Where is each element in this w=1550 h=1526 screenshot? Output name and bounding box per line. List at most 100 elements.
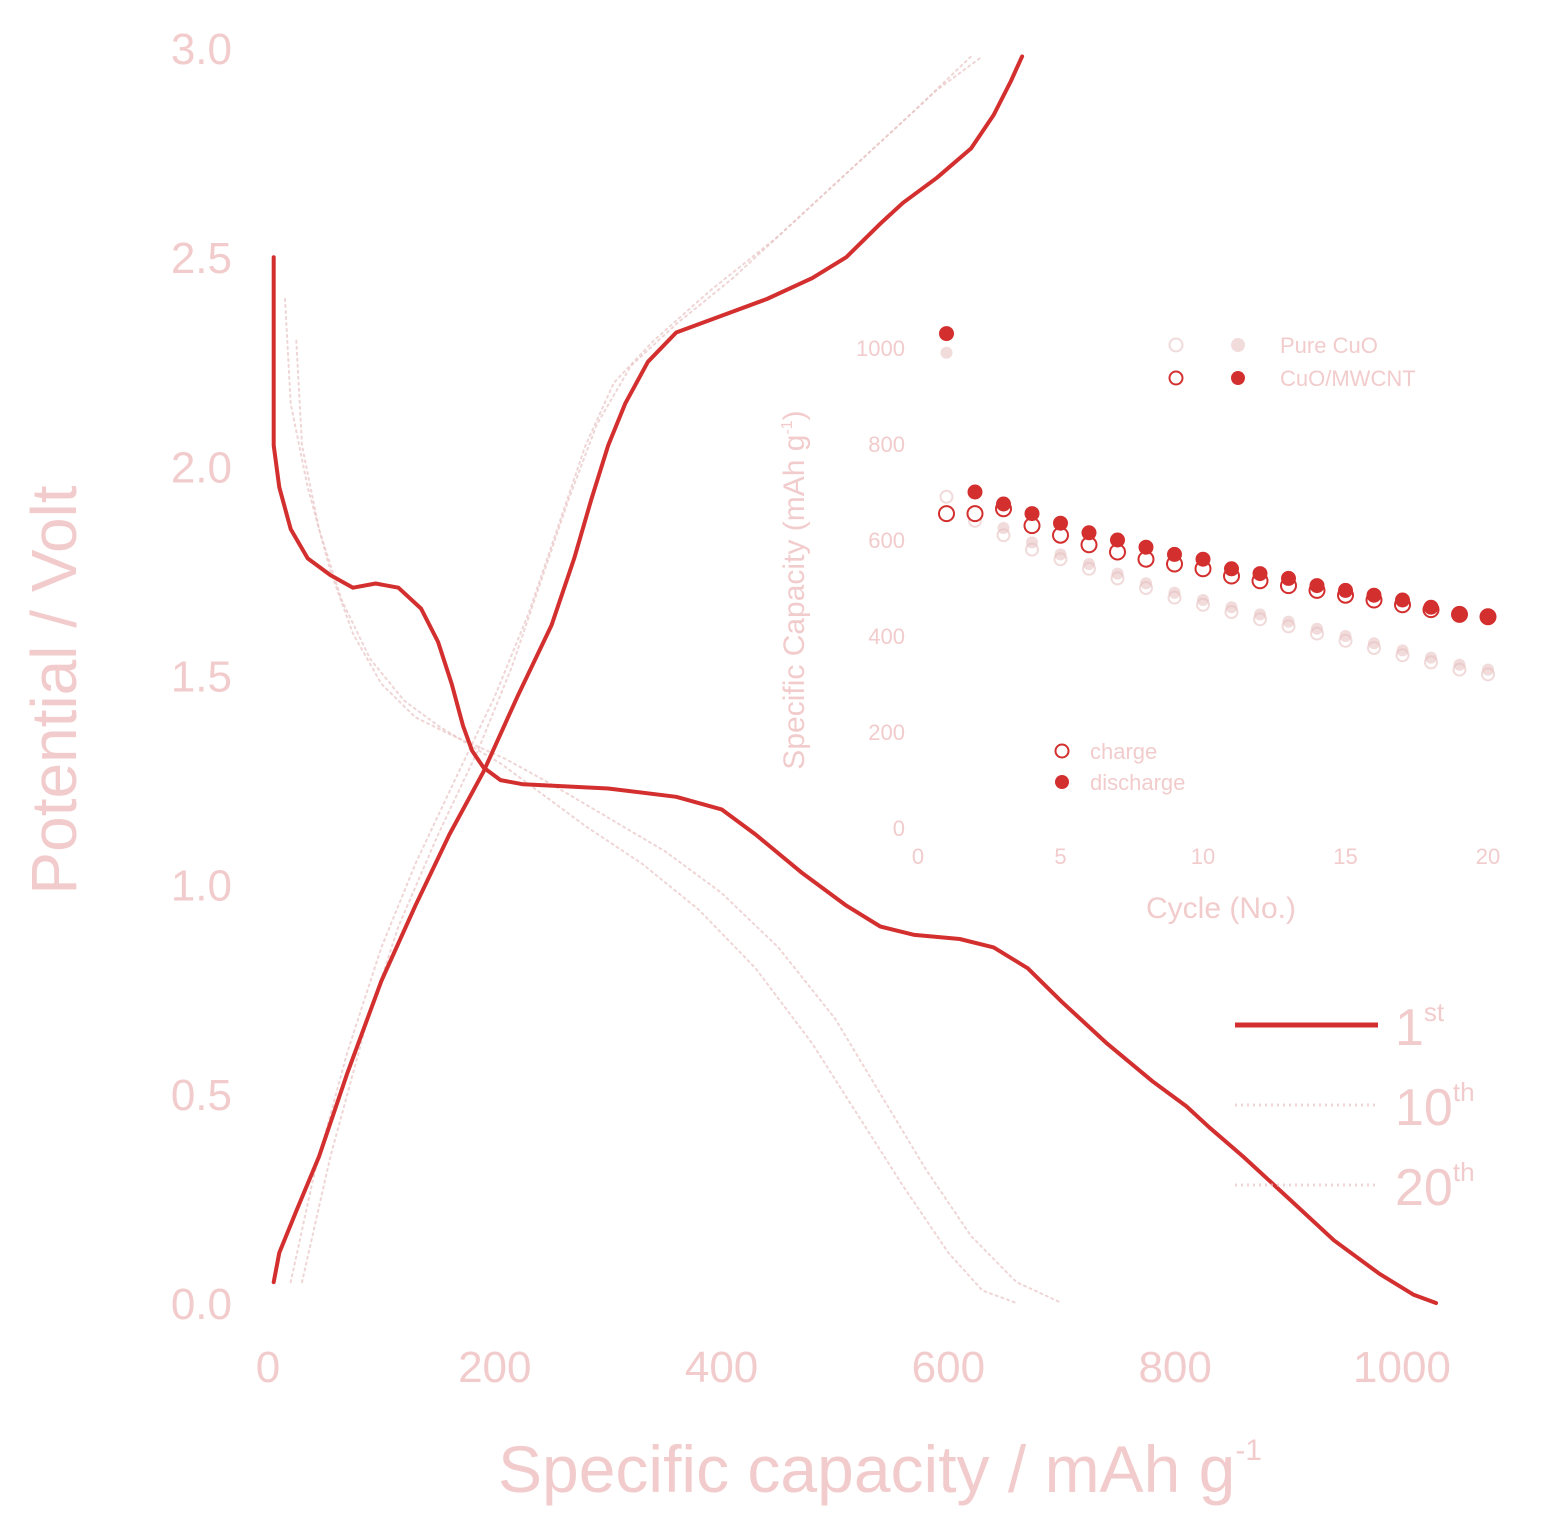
x-tick-label-0: 0 [256, 1343, 280, 1392]
series-20th-charge-line [301, 55, 984, 1284]
point-pure-cuo-discharge-14 [1339, 630, 1352, 642]
y-tick-label-2: 1.0 [171, 862, 232, 911]
y-tick-label-3: 1.5 [171, 653, 232, 702]
point-pure-cuo-discharge-9 [1197, 594, 1209, 606]
series-20th-discharge-line [295, 339, 1018, 1304]
series-1st-charge-line [271, 54, 1025, 1285]
main-y-axis-label: Potential / Volt [18, 485, 90, 894]
main-plot: 0.00.51.01.52.02.53.0 0 200 400 600 800 1000 … [18, 25, 1475, 1506]
y-tick-label-0: 0.0 [171, 1280, 232, 1329]
point-pure-cuo-discharge-6 [1111, 567, 1124, 580]
inset-y-axis-label: Specific Capacity (mAh g-1) [778, 410, 811, 769]
main-y-tick-labels: 0.0 0.5 1.0 1.5 2.0 2.5 3.0 [171, 25, 232, 1329]
legend-label-2: 20th [1395, 1157, 1475, 1217]
point-pure-cuo-discharge-15 [1368, 637, 1380, 650]
point-cuo-mwcnt-charge-1 [966, 505, 984, 523]
inset-x-tick-label-1: 5 [1054, 844, 1066, 869]
inset-legend-material: Pure CuO CuO/MWCNT [1168, 333, 1416, 391]
point-pure-cuo-discharge-16 [1396, 644, 1409, 657]
inset-legend-label-0: Pure CuO [1280, 333, 1378, 358]
inset-y-tick-label-3: 600 [868, 528, 905, 553]
inset-legend-charge-marker [1054, 743, 1070, 759]
y-tick-label-6: 3.0 [171, 25, 232, 74]
inset-x-tick-label-4: 20 [1476, 844, 1500, 869]
point-pure-cuo-discharge-12 [1282, 615, 1295, 628]
point-cuo-mwcnt-discharge-9 [1195, 551, 1211, 567]
point-pure-cuo-discharge-3 [1026, 536, 1038, 549]
point-pure-cuo-discharge-19 [1482, 663, 1494, 676]
point-pure-cuo-discharge-0 [940, 346, 953, 359]
legend-label-0: 1st [1395, 997, 1445, 1057]
point-cuo-mwcnt-discharge-10 [1224, 561, 1239, 577]
inset-legend-filled-marker-1 [1231, 371, 1245, 385]
point-cuo-mwcnt-discharge-11 [1252, 566, 1268, 582]
inset-legend-label-1: CuO/MWCNT [1280, 366, 1416, 391]
point-cuo-mwcnt-discharge-15 [1366, 587, 1382, 603]
point-cuo-mwcnt-discharge-1 [967, 484, 983, 500]
series-1st-discharge-line [271, 255, 1438, 1305]
inset-x-tick-labels: 0 5 10 15 20 [912, 844, 1500, 869]
point-cuo-mwcnt-discharge-16 [1395, 592, 1410, 608]
point-cuo-mwcnt-discharge-13 [1309, 578, 1325, 594]
main-legend: 1st 10th 20th [1235, 997, 1475, 1217]
inset-y-tick-label-4: 800 [868, 432, 905, 457]
point-cuo-mwcnt-discharge-3 [1024, 506, 1040, 522]
point-pure-cuo-discharge-7 [1140, 577, 1152, 590]
point-pure-cuo-discharge-13 [1311, 622, 1323, 635]
point-cuo-mwcnt-discharge-4 [1053, 515, 1068, 531]
point-pure-cuo-discharge-8 [1168, 586, 1181, 599]
point-cuo-mwcnt-discharge-6 [1110, 532, 1125, 548]
point-cuo-mwcnt-discharge-8 [1167, 546, 1182, 562]
point-pure-cuo-discharge-17 [1425, 651, 1437, 664]
inset-x-tick-label-3: 15 [1333, 844, 1357, 869]
point-cuo-mwcnt-discharge-2 [996, 496, 1011, 512]
point-cuo-mwcnt-discharge-0 [939, 326, 954, 342]
inset-y-tick-label-5: 1000 [856, 336, 905, 361]
y-tick-label-4: 2.0 [171, 443, 232, 492]
main-x-axis-label: Specific capacity / mAh g-1 [498, 1432, 1262, 1506]
inset-y-tick-labels: 0 200 400 600 800 1000 [856, 336, 905, 841]
legend-label-1: 10th [1395, 1077, 1475, 1137]
main-x-tick-labels: 0 200 400 600 800 1000 [256, 1343, 1451, 1392]
inset-x-tick-label-0: 0 [912, 844, 924, 869]
point-cuo-mwcnt-discharge-18 [1452, 606, 1467, 622]
point-cuo-mwcnt-discharge-19 [1480, 609, 1496, 625]
inset-legend-open-marker-1 [1168, 370, 1184, 386]
point-pure-cuo-discharge-18 [1453, 658, 1466, 671]
y-tick-label-5: 2.5 [171, 234, 232, 283]
inset-series-group [938, 326, 1497, 682]
point-cuo-mwcnt-charge-0 [938, 505, 955, 523]
inset-legend-discharge-marker [1055, 775, 1069, 789]
inset-legend-open-marker-0 [1168, 337, 1184, 353]
inset-x-tick-label-2: 10 [1191, 844, 1215, 869]
main-series-group [271, 54, 1438, 1305]
point-cuo-mwcnt-discharge-5 [1081, 525, 1097, 541]
inset-legend-type-label-1: discharge [1090, 770, 1185, 795]
point-pure-cuo-charge-0 [939, 489, 954, 504]
y-tick-label-1: 0.5 [171, 1071, 232, 1120]
inset-legend-type: charge discharge [1054, 739, 1185, 795]
inset-legend-type-label-0: charge [1090, 739, 1157, 764]
inset-x-axis-label: Cycle (No.) [1146, 892, 1296, 925]
inset-y-tick-label-1: 200 [868, 720, 905, 745]
point-pure-cuo-discharge-10 [1225, 601, 1238, 614]
point-cuo-mwcnt-discharge-17 [1423, 599, 1439, 615]
point-cuo-mwcnt-discharge-7 [1138, 539, 1154, 555]
point-pure-cuo-discharge-4 [1054, 548, 1067, 561]
x-tick-label-4: 800 [1138, 1343, 1211, 1392]
x-tick-label-3: 600 [912, 1343, 985, 1392]
point-pure-cuo-discharge-5 [1083, 558, 1095, 570]
point-pure-cuo-discharge-2 [997, 522, 1010, 534]
x-tick-label-5: 1000 [1353, 1343, 1451, 1392]
inset-legend-filled-marker-0 [1231, 338, 1245, 352]
point-cuo-mwcnt-discharge-14 [1338, 582, 1353, 598]
x-tick-label-1: 200 [458, 1343, 531, 1392]
point-cuo-mwcnt-discharge-12 [1281, 570, 1296, 586]
point-pure-cuo-discharge-11 [1254, 608, 1266, 621]
inset-plot: 0 200 400 600 800 1000 0 5 10 15 20 Specific Capa… [778, 326, 1500, 925]
series-10th-charge-line [289, 55, 973, 1284]
inset-y-tick-label-0: 0 [893, 816, 905, 841]
inset-y-tick-label-2: 400 [868, 624, 905, 649]
x-tick-label-2: 400 [685, 1343, 758, 1392]
